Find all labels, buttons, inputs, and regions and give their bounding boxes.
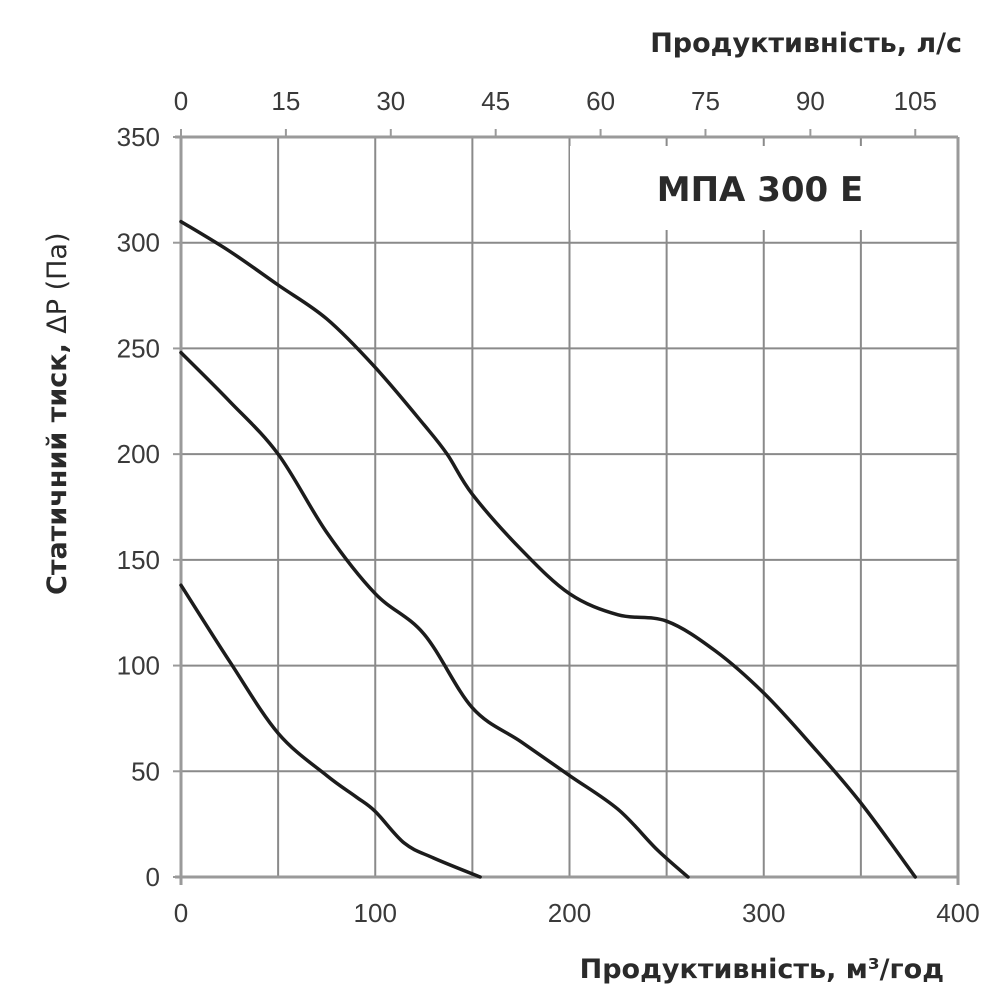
x-tick-label: 300 bbox=[742, 898, 785, 928]
performance-curves bbox=[179, 219, 918, 879]
y-label-main: Статичний тиск, bbox=[42, 334, 73, 595]
y-tick-label: 150 bbox=[117, 545, 160, 575]
grid-lines bbox=[180, 136, 959, 878]
y-tick-label: 250 bbox=[117, 333, 160, 363]
x-tick-label: 200 bbox=[548, 898, 591, 928]
y-tick-label: 100 bbox=[117, 651, 160, 681]
curve-speed-low bbox=[179, 583, 482, 879]
y-label-delta: ΔP (Па) bbox=[42, 233, 73, 334]
chart-title: МПА 300 Е bbox=[657, 170, 863, 210]
top-tick-label: 0 bbox=[174, 86, 188, 116]
y-axis-tick-labels: 0 50 100 150 200 250 300 350 bbox=[117, 122, 160, 892]
top-tick-label: 45 bbox=[481, 86, 510, 116]
y-tick-label: 300 bbox=[117, 228, 160, 258]
top-axis-title: Продуктивність, л/с bbox=[650, 28, 962, 59]
curve-speed-high bbox=[179, 219, 918, 879]
x-tick-label: 0 bbox=[174, 898, 188, 928]
top-axis-tick-labels: 0 15 30 45 60 75 90 105 bbox=[174, 86, 937, 116]
y-tick-label: 200 bbox=[117, 439, 160, 469]
curve-speed-medium bbox=[179, 350, 690, 879]
title-box bbox=[570, 146, 956, 230]
top-tick-label: 60 bbox=[586, 86, 615, 116]
x-tick-label: 400 bbox=[936, 898, 979, 928]
top-tick-label: 90 bbox=[796, 86, 825, 116]
y-axis-title: Статичний тиск, ΔP (Па) bbox=[42, 233, 73, 595]
top-tick-label: 30 bbox=[376, 86, 405, 116]
x-tick-label: 100 bbox=[354, 898, 397, 928]
top-tick-label: 105 bbox=[894, 86, 937, 116]
axes bbox=[173, 129, 960, 885]
top-tick-label: 75 bbox=[691, 86, 720, 116]
top-tick-label: 15 bbox=[271, 86, 300, 116]
y-tick-label: 350 bbox=[117, 122, 160, 152]
y-tick-label: 50 bbox=[131, 756, 160, 786]
y-tick-label: 0 bbox=[146, 862, 160, 892]
x-axis-tick-labels: 0 100 200 300 400 bbox=[174, 898, 980, 928]
x-axis-title: Продуктивність, м³/год bbox=[580, 954, 944, 985]
